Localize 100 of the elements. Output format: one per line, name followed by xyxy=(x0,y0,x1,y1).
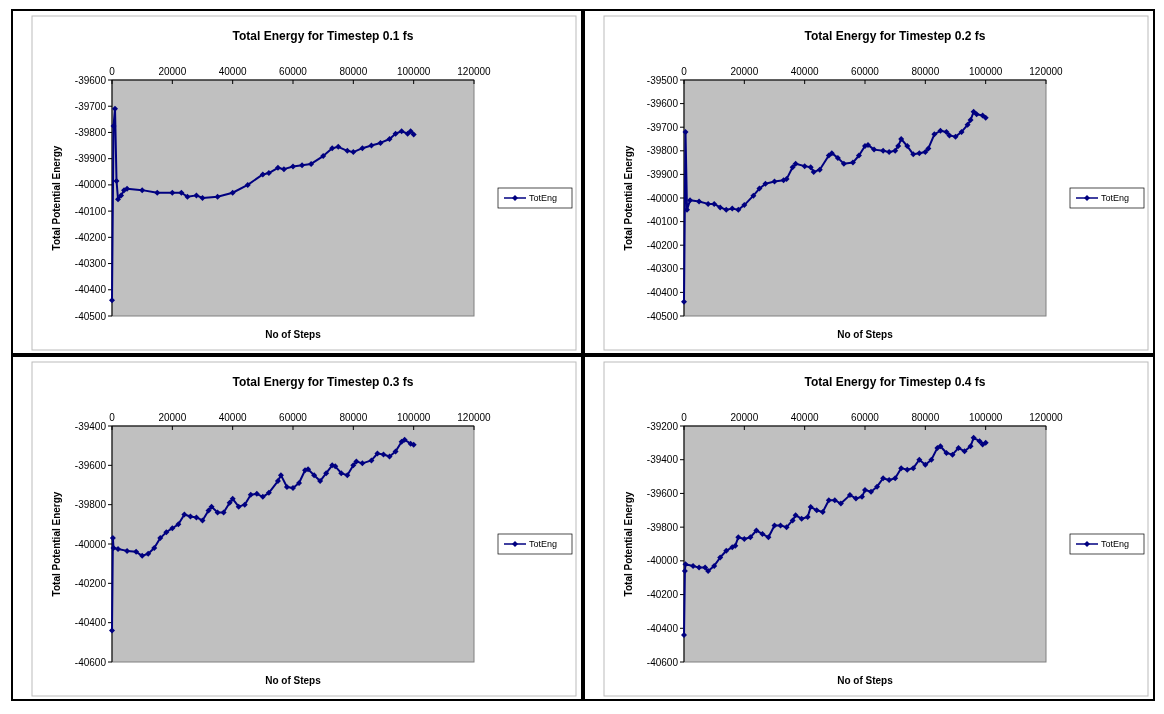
point xyxy=(825,497,832,504)
x-tick-label: 100000 xyxy=(968,66,1003,77)
point xyxy=(290,484,296,491)
point xyxy=(259,493,266,500)
x-tick-label: 40000 xyxy=(218,66,248,77)
point xyxy=(925,145,932,152)
point xyxy=(723,206,730,213)
point xyxy=(750,192,757,199)
point xyxy=(741,202,748,209)
point xyxy=(410,131,417,138)
point xyxy=(871,146,878,153)
point xyxy=(308,160,315,167)
point xyxy=(717,554,724,561)
point xyxy=(407,128,414,135)
point xyxy=(916,150,923,157)
point xyxy=(834,154,841,161)
point xyxy=(277,472,284,479)
point xyxy=(771,522,778,529)
y-tick-label: -40400 xyxy=(646,286,679,298)
legend-label: TotEng xyxy=(1101,193,1130,204)
point xyxy=(220,509,227,516)
y-tick-label: -40400 xyxy=(74,617,107,629)
y-tick-label: -39600 xyxy=(646,487,679,499)
x-tick-label: 60000 xyxy=(279,66,308,77)
point xyxy=(964,121,971,128)
point xyxy=(115,196,122,203)
point xyxy=(931,131,938,138)
point xyxy=(682,561,689,568)
point xyxy=(175,521,182,528)
point xyxy=(169,525,176,532)
point xyxy=(259,171,266,178)
point xyxy=(157,535,164,542)
point xyxy=(359,460,366,467)
point xyxy=(296,480,303,487)
point xyxy=(386,136,393,142)
point xyxy=(937,127,944,134)
point xyxy=(868,488,875,495)
point xyxy=(705,567,712,574)
point xyxy=(904,143,911,150)
point xyxy=(765,534,772,541)
point xyxy=(253,490,260,497)
y-tick-label: -39600 xyxy=(74,74,107,86)
point xyxy=(690,562,697,569)
x-tick-label: 0 xyxy=(681,412,688,423)
point xyxy=(711,200,718,207)
point xyxy=(777,522,784,529)
point xyxy=(798,515,805,522)
point xyxy=(735,534,742,541)
point xyxy=(247,491,254,498)
chart-title: Total Energy for Timestep 0.1 fs xyxy=(232,29,414,43)
point xyxy=(199,517,206,524)
y-tick-label: -40500 xyxy=(74,310,107,322)
point xyxy=(241,501,248,508)
x-axis-title: No of Steps xyxy=(265,675,322,686)
point xyxy=(792,512,799,519)
point xyxy=(139,552,146,559)
y-tick-label: -39200 xyxy=(646,420,679,432)
point xyxy=(329,145,336,152)
point xyxy=(377,139,384,146)
point xyxy=(187,513,194,520)
point xyxy=(804,514,811,521)
point xyxy=(344,472,351,479)
point xyxy=(789,164,796,171)
point xyxy=(696,564,703,571)
point xyxy=(880,475,887,482)
x-axis-title: No of Steps xyxy=(837,329,894,340)
point xyxy=(952,133,959,140)
y-tick-label: -40200 xyxy=(74,231,107,243)
point xyxy=(133,548,140,555)
point xyxy=(687,197,694,204)
point xyxy=(163,529,170,536)
point xyxy=(729,205,736,212)
point xyxy=(178,189,185,196)
point xyxy=(783,524,790,531)
point xyxy=(898,136,905,142)
point xyxy=(169,189,176,196)
point xyxy=(840,160,847,167)
point xyxy=(118,192,125,199)
point xyxy=(880,147,887,154)
point xyxy=(949,451,956,458)
point xyxy=(735,206,742,213)
point xyxy=(386,453,393,460)
point xyxy=(970,434,977,441)
y-tick-label: -40400 xyxy=(74,284,107,296)
legend-label: TotEng xyxy=(1101,539,1130,550)
point xyxy=(681,632,687,639)
x-tick-label: 0 xyxy=(681,66,688,77)
point xyxy=(154,189,161,196)
point xyxy=(235,503,242,510)
y-axis-title: Total Potential Energy xyxy=(51,145,62,251)
y-tick-label: -39800 xyxy=(74,126,107,138)
y-tick-label: -40600 xyxy=(74,656,107,668)
y-tick-label: -40100 xyxy=(646,216,679,228)
point xyxy=(392,448,399,455)
point xyxy=(837,500,844,507)
point xyxy=(115,545,122,552)
x-tick-label: 120000 xyxy=(1029,66,1064,77)
y-tick-label: -40100 xyxy=(74,205,107,217)
point xyxy=(807,164,814,171)
point xyxy=(801,163,808,170)
